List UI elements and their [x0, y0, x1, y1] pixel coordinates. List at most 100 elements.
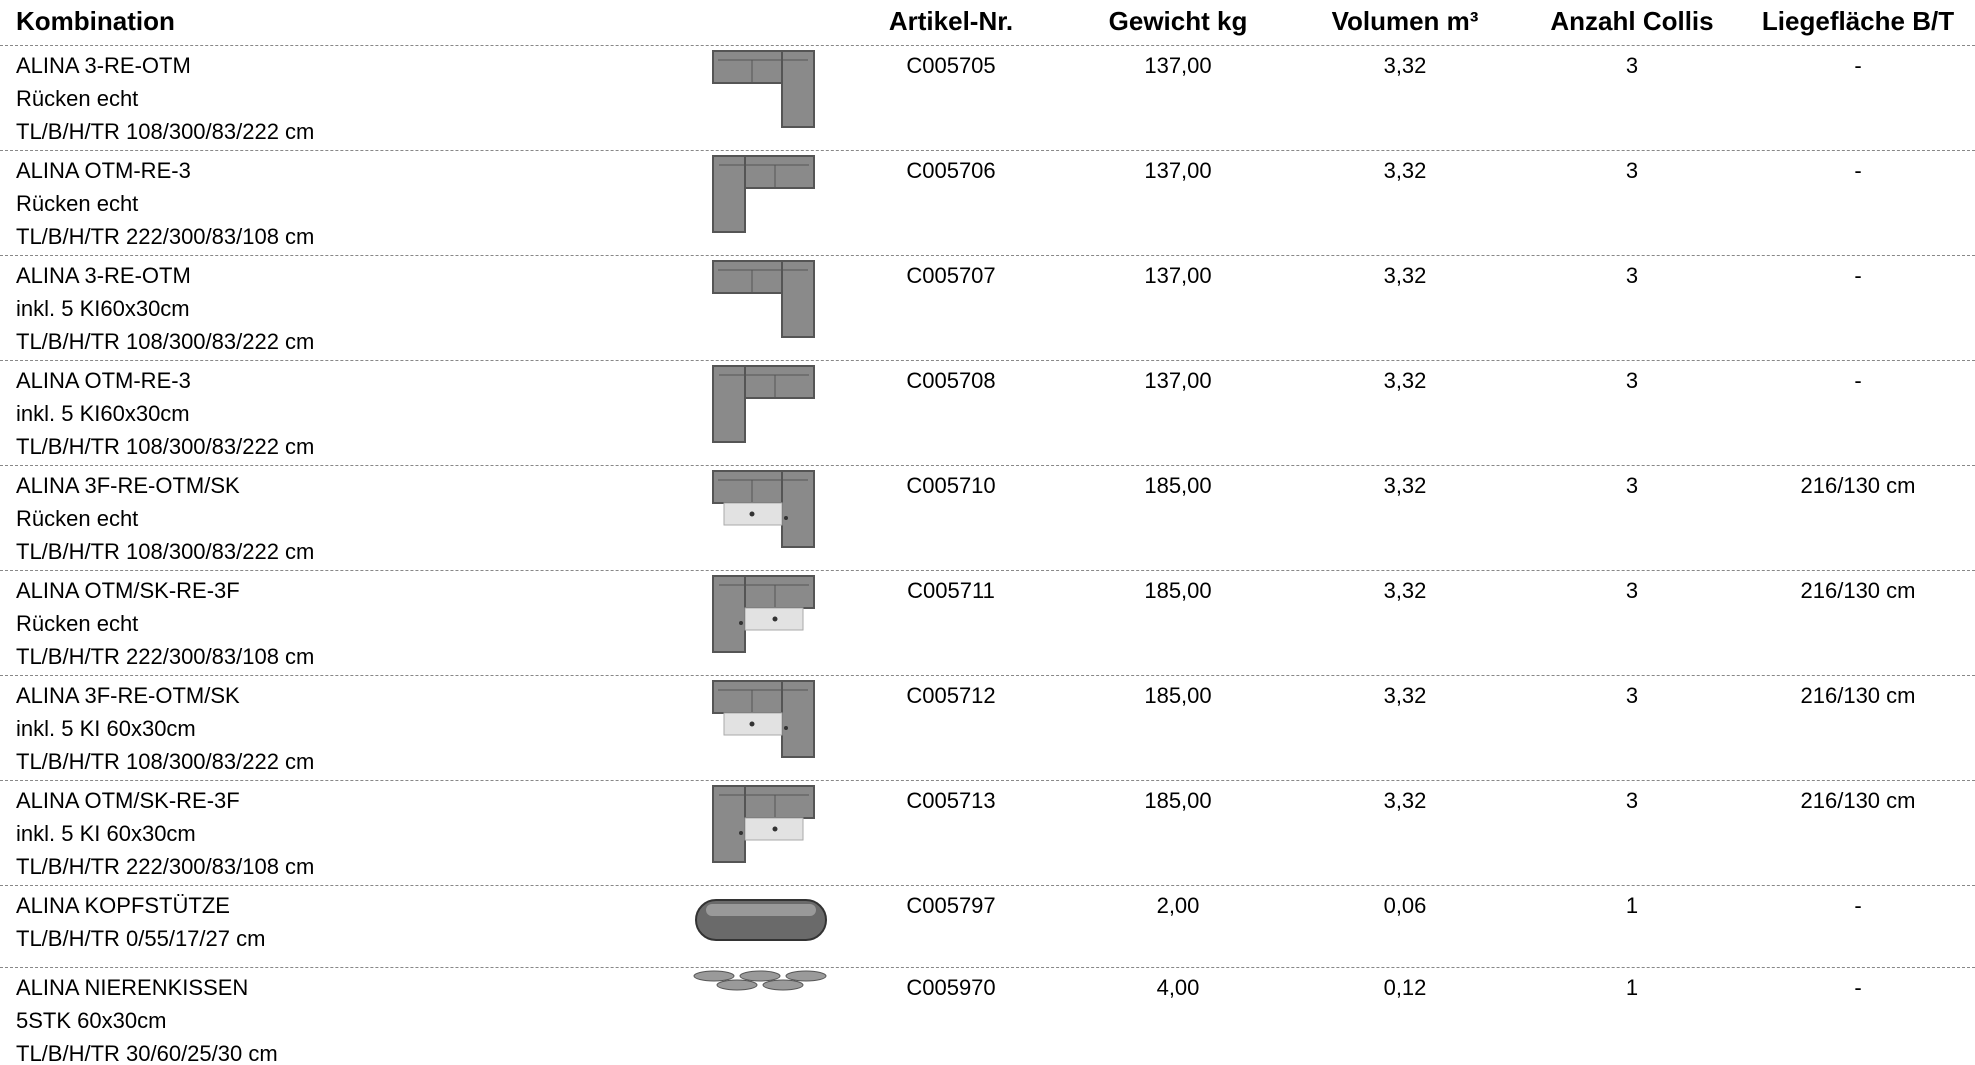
product-icon: [693, 970, 827, 991]
collis: 3: [1625, 158, 1639, 183]
sleep-area: -: [1854, 893, 1862, 918]
text-line: inkl. 5 KI 60x30cm: [16, 716, 196, 741]
collis: 3: [1625, 683, 1639, 708]
text-line: TL/B/H/TR 108/300/83/222 cm: [16, 539, 315, 564]
text-line: TL/B/H/TR 222/300/83/108 cm: [16, 644, 315, 669]
text-line: TL/B/H/TR 0/55/17/27 cm: [16, 926, 266, 951]
text-line: ALINA OTM/SK-RE-3F: [16, 788, 240, 813]
volume: 0,06: [1383, 893, 1427, 918]
article-number: C005711: [907, 578, 995, 603]
collis: 3: [1625, 788, 1639, 813]
text-line: TL/B/H/TR 222/300/83/108 cm: [16, 854, 315, 879]
kombination-cell: ALINA NIERENKISSEN 5STK 60x30cm TL/B/H/TR …: [16, 971, 278, 1065]
article-number: C005705: [906, 53, 996, 78]
product-icon: [712, 155, 815, 233]
table-row: ALINA NIERENKISSEN 5STK 60x30cm TL/B/H/TR …: [0, 967, 1975, 1065]
volume: 3,32: [1383, 473, 1427, 498]
article-number: C005710: [906, 473, 996, 498]
sleep-area: 216/130 cm: [1800, 683, 1916, 708]
table-row: ALINA OTM-RE-3 inkl. 5 KI60x30cm TL/B/H/TR…: [0, 360, 1975, 466]
text-line: TL/B/H/TR 108/300/83/222 cm: [16, 434, 315, 459]
kombination-cell: ALINA 3-RE-OTM Rücken echt TL/B/H/TR 108/3…: [16, 49, 314, 148]
text-line: Rücken echt: [16, 86, 139, 111]
collis: 3: [1625, 53, 1639, 78]
kombination-cell: ALINA OTM-RE-3 Rücken echt TL/B/H/TR 222/3…: [16, 154, 314, 253]
volume: 3,32: [1383, 263, 1427, 288]
product-icon: [712, 50, 815, 128]
article-number: C005797: [906, 893, 996, 918]
text-line: ALINA 3F-RE-OTM/SK: [16, 683, 240, 708]
text-line: ALINA 3F-RE-OTM/SK: [16, 473, 240, 498]
table-row: ALINA OTM/SK-RE-3F Rücken echt TL/B/H/TR 2…: [0, 570, 1975, 676]
text-line: inkl. 5 KI 60x30cm: [16, 821, 196, 846]
text-line: inkl. 5 KI60x30cm: [16, 296, 190, 321]
text-line: TL/B/H/TR 30/60/25/30 cm: [16, 1041, 278, 1065]
text-line: ALINA KOPFSTÜTZE: [16, 893, 230, 918]
column-header: Volumen m³: [1331, 6, 1479, 36]
sleep-area: 216/130 cm: [1800, 473, 1916, 498]
kombination-cell: ALINA 3F-RE-OTM/SK Rücken echt TL/B/H/TR 1…: [16, 469, 314, 568]
column-header: Artikel-Nr.: [888, 6, 1014, 36]
text-line: inkl. 5 KI60x30cm: [16, 401, 190, 426]
article-number: C005970: [906, 975, 996, 1000]
table-row: ALINA 3F-RE-OTM/SK Rücken echt TL/B/H/TR 1…: [0, 465, 1975, 571]
article-number: C005712: [906, 683, 996, 708]
table-row: ALINA 3F-RE-OTM/SK inkl. 5 KI 60x30cm TL/B…: [0, 675, 1975, 781]
product-icon: [695, 899, 827, 941]
weight: 185,00: [1144, 578, 1212, 603]
product-icon: [712, 785, 815, 863]
volume: 3,32: [1383, 158, 1427, 183]
product-icon: [712, 260, 815, 338]
kombination-cell: ALINA OTM-RE-3 inkl. 5 KI60x30cm TL/B/H/TR…: [16, 364, 314, 463]
sleep-area: -: [1854, 53, 1862, 78]
table-row: ALINA KOPFSTÜTZE TL/B/H/TR 0/55/17/27 cm C…: [0, 885, 1975, 968]
sleep-area: -: [1854, 158, 1862, 183]
kombination-cell: ALINA 3-RE-OTM inkl. 5 KI60x30cm TL/B/H/TR…: [16, 259, 314, 358]
column-header: Liegefläche B/T: [1761, 6, 1955, 36]
sleep-area: -: [1854, 975, 1862, 1000]
text-line: 5STK 60x30cm: [16, 1008, 167, 1033]
sleep-area: -: [1854, 368, 1862, 393]
kombination-cell: ALINA KOPFSTÜTZE TL/B/H/TR 0/55/17/27 cm: [16, 889, 265, 955]
text-line: ALINA OTM/SK-RE-3F: [16, 578, 240, 603]
text-line: ALINA OTM-RE-3: [16, 158, 191, 183]
table-row: ALINA OTM-RE-3 Rücken echt TL/B/H/TR 222/3…: [0, 150, 1975, 256]
product-icon: [712, 680, 815, 758]
weight: 137,00: [1144, 53, 1212, 78]
collis: 3: [1625, 263, 1639, 288]
text-line: TL/B/H/TR 108/300/83/222 cm: [16, 119, 315, 144]
product-icon: [712, 470, 815, 548]
sleep-area: -: [1854, 263, 1862, 288]
weight: 185,00: [1144, 473, 1212, 498]
volume: 3,32: [1383, 53, 1427, 78]
column-header: Anzahl Collis: [1550, 6, 1714, 36]
weight: 4,00: [1156, 975, 1200, 1000]
text-line: ALINA 3-RE-OTM: [16, 53, 191, 78]
text-line: TL/B/H/TR 108/300/83/222 cm: [16, 329, 315, 354]
article-number: C005706: [906, 158, 996, 183]
table-row: ALINA OTM/SK-RE-3F inkl. 5 KI 60x30cm TL/B…: [0, 780, 1975, 886]
product-icon: [712, 575, 815, 653]
text-line: Rücken echt: [16, 506, 139, 531]
article-number: C005713: [906, 788, 996, 813]
text-line: TL/B/H/TR 108/300/83/222 cm: [16, 749, 315, 774]
table-row: ALINA 3-RE-OTM Rücken echt TL/B/H/TR 108/3…: [0, 45, 1975, 151]
article-number: C005707: [906, 263, 996, 288]
collis: 1: [1625, 975, 1639, 1000]
text-line: ALINA 3-RE-OTM: [16, 263, 191, 288]
column-header: Kombination: [16, 6, 175, 36]
text-line: ALINA OTM-RE-3: [16, 368, 191, 393]
collis: 3: [1625, 368, 1639, 393]
kombination-cell: ALINA OTM/SK-RE-3F Rücken echt TL/B/H/TR 2…: [16, 574, 314, 673]
weight: 185,00: [1144, 683, 1212, 708]
collis: 3: [1625, 473, 1639, 498]
volume: 0,12: [1383, 975, 1427, 1000]
text-line: Rücken echt: [16, 191, 139, 216]
text-line: TL/B/H/TR 222/300/83/108 cm: [16, 224, 315, 249]
volume: 3,32: [1383, 683, 1427, 708]
article-number: C005708: [906, 368, 996, 393]
sleep-area: 216/130 cm: [1800, 788, 1916, 813]
sleep-area: 216/130 cm: [1800, 578, 1916, 603]
weight: 137,00: [1144, 263, 1212, 288]
column-header: Gewicht kg: [1108, 6, 1248, 36]
